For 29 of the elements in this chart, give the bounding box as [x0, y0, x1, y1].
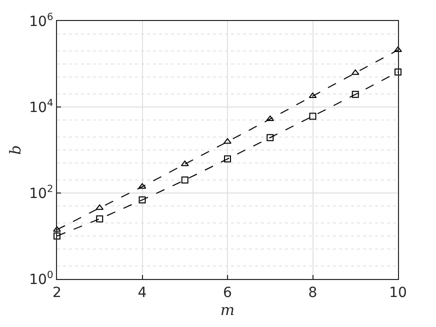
y-tick-label: 10$^{0}$ [29, 270, 54, 288]
y-tick-label: 10$^{6}$ [29, 12, 54, 30]
point [53, 226, 61, 232]
point [352, 90, 359, 98]
x-tick-label: 4 [138, 284, 147, 301]
x-tick-label: 6 [223, 284, 232, 301]
point [180, 160, 189, 166]
point [394, 46, 402, 52]
point [224, 138, 232, 144]
y-axis-title: b [6, 145, 24, 155]
point [54, 232, 60, 240]
x-tick-label: 2 [52, 284, 62, 301]
point [266, 116, 274, 122]
point [309, 112, 316, 120]
point [181, 176, 188, 184]
y-tick-label: 10$^{4}$ [29, 98, 54, 116]
x-axis-title: m [220, 300, 235, 319]
x-tick-label: 10 [389, 284, 407, 301]
x-tick-label: 8 [308, 284, 318, 301]
point [138, 183, 146, 189]
y-tick-label: 10$^{2}$ [29, 184, 54, 202]
point [394, 68, 402, 76]
point [224, 155, 231, 162]
point [266, 134, 274, 142]
point [96, 215, 104, 222]
point [96, 204, 104, 210]
point [308, 92, 317, 98]
point [138, 196, 146, 204]
point [351, 69, 360, 75]
